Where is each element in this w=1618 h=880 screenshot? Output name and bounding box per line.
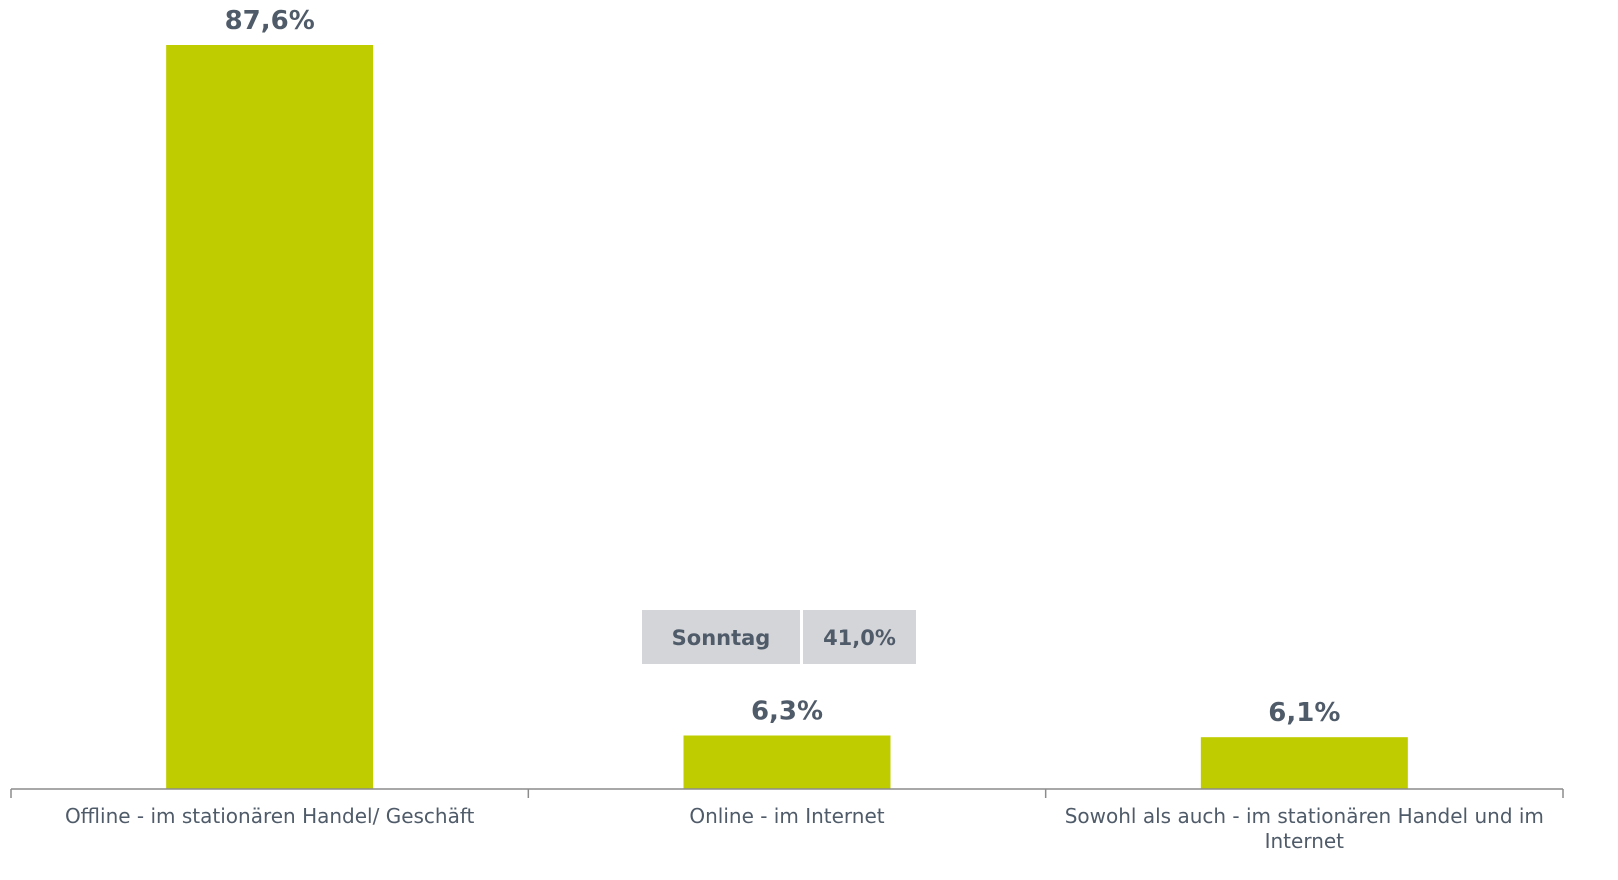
callout-label: Sonntag	[672, 626, 771, 650]
value-label-3: 6,1%	[1268, 698, 1340, 728]
bar-1	[166, 45, 374, 789]
x-axis	[10, 788, 1564, 798]
value-labels-group: 87,6% 6,3% 6,1%	[225, 6, 1341, 728]
bar-3	[1200, 737, 1408, 789]
category-label-3: Sowohl als auch - im stationären Handel …	[1065, 804, 1544, 853]
callout-label-box	[642, 610, 800, 664]
category-label-2: Online - im Internet	[689, 804, 884, 828]
callout-value-box	[803, 610, 916, 664]
value-label-2: 6,3%	[751, 696, 823, 726]
callout-value: 41,0%	[823, 626, 896, 650]
bars-group	[166, 45, 1408, 789]
category-label-1: Offline - im stationären Handel/ Geschäf…	[65, 804, 475, 828]
callout-annotation: Sonntag 41,0%	[642, 610, 916, 664]
value-label-1: 87,6%	[225, 6, 315, 36]
bar-2	[683, 735, 891, 789]
category-labels-group: Offline - im stationären Handel/ Geschäf…	[65, 804, 1544, 853]
